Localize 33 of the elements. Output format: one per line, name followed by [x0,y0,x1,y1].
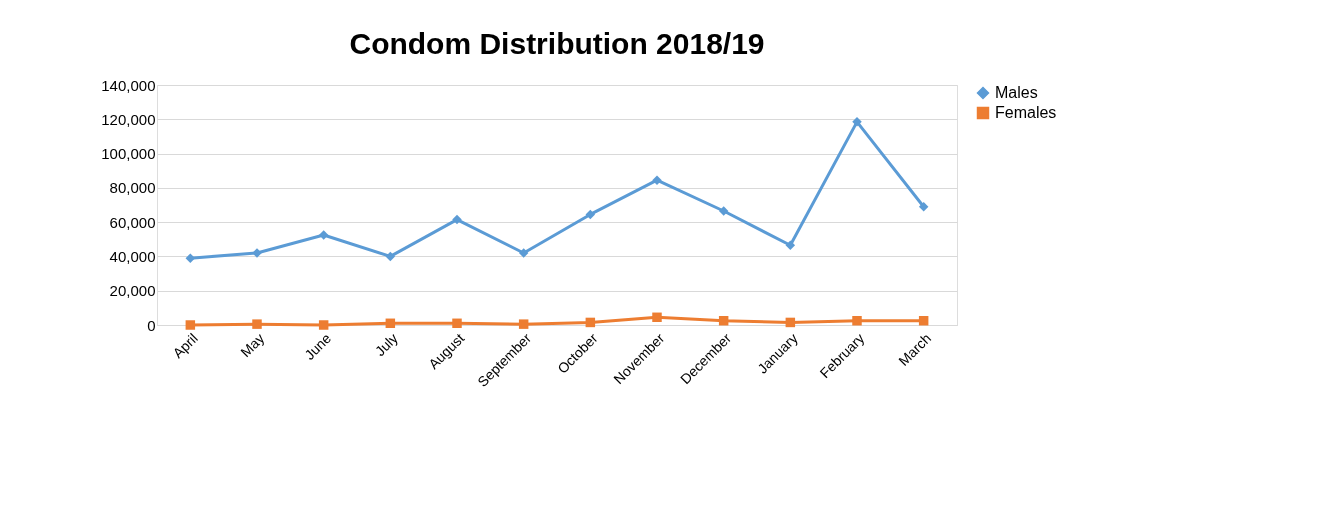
y-tick-label: 0 [147,316,156,334]
point [785,317,796,328]
y-tick-label: 40,000 [109,247,156,265]
point [252,319,262,329]
point [452,318,462,329]
legend-label: Males [995,84,1038,101]
y-tick-label: 140,000 [101,76,156,94]
x-tick-label: May [237,330,268,361]
point [318,320,329,330]
y-tick-label: 100,000 [101,145,156,163]
point [652,312,662,323]
point [585,209,596,220]
y-tick-label: 20,000 [109,282,156,300]
y-tick-label: 80,000 [109,179,156,197]
point [718,315,729,326]
point [452,214,462,225]
y-tick-label: 60,000 [109,213,156,231]
point [385,318,396,329]
legend-label: Females [995,104,1057,121]
point [518,248,529,258]
point [918,315,929,326]
point [918,201,929,212]
point [518,319,529,329]
point [718,206,729,216]
point [318,230,329,240]
point [185,320,196,330]
x-tick-label: July [371,330,401,360]
chart-title: Condom Distribution 2018/19 [349,27,765,60]
point [852,315,862,326]
point [785,240,796,251]
point [385,251,396,262]
y-tick-label: 120,000 [101,110,156,128]
point [585,317,596,328]
